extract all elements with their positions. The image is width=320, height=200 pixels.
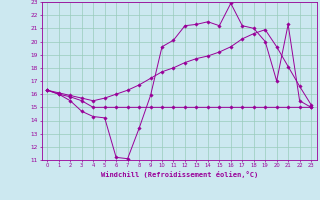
X-axis label: Windchill (Refroidissement éolien,°C): Windchill (Refroidissement éolien,°C) bbox=[100, 171, 258, 178]
